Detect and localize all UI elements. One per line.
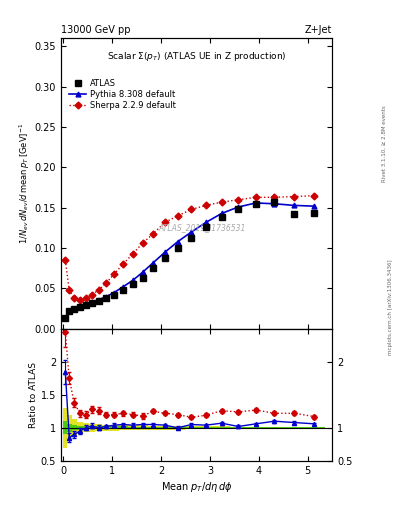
ATLAS [163,255,167,261]
Text: ATLAS_2019_I1736531: ATLAS_2019_I1736531 [158,223,246,231]
ATLAS [151,265,156,271]
ATLAS [204,224,208,230]
ATLAS [272,199,277,205]
Pythia 8.308 default [63,315,68,322]
Pythia 8.308 default [104,293,109,300]
Pythia 8.308 default [272,201,277,207]
Text: mcplots.cern.ch [arXiv:1306.3436]: mcplots.cern.ch [arXiv:1306.3436] [388,260,393,355]
Sherpa 2.2.9 default [272,194,277,200]
Text: Scalar $\Sigma(p_T)$ (ATLAS UE in Z production): Scalar $\Sigma(p_T)$ (ATLAS UE in Z prod… [107,50,286,63]
Sherpa 2.2.9 default [189,206,194,212]
X-axis label: Mean $p_T/d\eta\,d\phi$: Mean $p_T/d\eta\,d\phi$ [161,480,232,494]
Pythia 8.308 default [219,210,224,217]
Sherpa 2.2.9 default [112,271,117,277]
ATLAS [121,287,125,293]
ATLAS [175,245,180,251]
ATLAS [236,206,241,212]
ATLAS [189,236,194,242]
Pythia 8.308 default [130,278,135,284]
Pythia 8.308 default [72,306,77,312]
Sherpa 2.2.9 default [72,295,77,301]
Pythia 8.308 default [253,200,258,206]
ATLAS [77,304,82,310]
Sherpa 2.2.9 default [83,295,88,301]
Text: Rivet 3.1.10, ≥ 2.8M events: Rivet 3.1.10, ≥ 2.8M events [382,105,387,182]
ATLAS [130,282,135,288]
Sherpa 2.2.9 default [253,194,258,200]
Sherpa 2.2.9 default [121,261,125,267]
Pythia 8.308 default [175,239,180,245]
ATLAS [63,315,68,322]
Pythia 8.308 default [204,219,208,225]
Pythia 8.308 default [140,269,145,275]
Pythia 8.308 default [163,249,167,255]
Pythia 8.308 default [121,284,125,290]
Sherpa 2.2.9 default [219,199,224,205]
Line: Sherpa 2.2.9 default: Sherpa 2.2.9 default [63,193,317,302]
Pythia 8.308 default [189,229,194,235]
Sherpa 2.2.9 default [63,257,68,263]
ATLAS [83,302,88,308]
Pythia 8.308 default [112,289,117,295]
Y-axis label: $1/N_{ev}\,dN_{ev}/d\,\mathrm{mean}\,p_T\,[\mathrm{GeV}]^{-1}$: $1/N_{ev}\,dN_{ev}/d\,\mathrm{mean}\,p_T… [17,123,32,244]
ATLAS [219,215,224,221]
Legend: ATLAS, Pythia 8.308 default, Sherpa 2.2.9 default: ATLAS, Pythia 8.308 default, Sherpa 2.2.… [68,77,178,112]
ATLAS [89,300,94,306]
Text: Z+Jet: Z+Jet [305,25,332,35]
Sherpa 2.2.9 default [236,197,241,203]
ATLAS [112,292,117,298]
ATLAS [140,275,145,281]
Sherpa 2.2.9 default [163,219,167,225]
Sherpa 2.2.9 default [96,287,101,293]
Sherpa 2.2.9 default [89,292,94,298]
Pythia 8.308 default [89,299,94,305]
Pythia 8.308 default [83,302,88,308]
Pythia 8.308 default [151,260,156,266]
ATLAS [67,308,72,314]
ATLAS [312,210,317,217]
Sherpa 2.2.9 default [175,213,180,219]
Y-axis label: Ratio to ATLAS: Ratio to ATLAS [29,362,38,428]
Sherpa 2.2.9 default [312,193,317,199]
ATLAS [104,295,109,301]
Pythia 8.308 default [312,203,317,209]
Sherpa 2.2.9 default [292,194,296,200]
Sherpa 2.2.9 default [140,240,145,246]
Pythia 8.308 default [236,204,241,210]
ATLAS [96,297,101,304]
Pythia 8.308 default [96,296,101,303]
Pythia 8.308 default [67,308,72,314]
Text: 13000 GeV pp: 13000 GeV pp [61,25,130,35]
Sherpa 2.2.9 default [77,296,82,303]
Sherpa 2.2.9 default [151,230,156,237]
Sherpa 2.2.9 default [204,202,208,208]
ATLAS [72,306,77,312]
Sherpa 2.2.9 default [104,280,109,286]
Line: ATLAS: ATLAS [62,199,317,321]
Pythia 8.308 default [292,202,296,208]
Line: Pythia 8.308 default: Pythia 8.308 default [63,201,317,321]
ATLAS [253,201,258,207]
Sherpa 2.2.9 default [130,251,135,257]
Pythia 8.308 default [77,303,82,309]
ATLAS [292,211,296,217]
Sherpa 2.2.9 default [67,287,72,293]
